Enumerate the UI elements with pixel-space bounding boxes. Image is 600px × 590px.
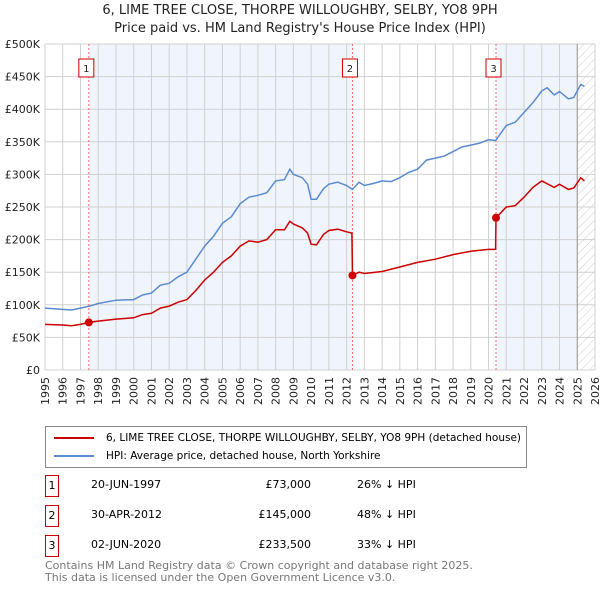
legend-label: 6, LIME TREE CLOSE, THORPE WILLOUGHBY, S… (106, 432, 522, 444)
x-tick-label: 2016 (412, 377, 425, 405)
y-tick-label: £50K (12, 331, 41, 344)
y-tick-label: £250K (5, 201, 41, 214)
sale-date: 20-JUN-1997 (91, 478, 162, 491)
y-tick-label: £400K (5, 103, 41, 116)
sale-hpi-diff: 33% ↓ HPI (357, 538, 416, 551)
x-tick-label: 2001 (145, 377, 158, 405)
chart-title: 6, LIME TREE CLOSE, THORPE WILLOUGHBY, S… (102, 3, 498, 18)
legend: 6, LIME TREE CLOSE, THORPE WILLOUGHBY, S… (45, 426, 527, 468)
x-tick-label: 2009 (287, 377, 300, 405)
sale-price: £145,000 (258, 508, 312, 521)
sale-price: £73,000 (265, 478, 312, 491)
y-tick-label: £200K (5, 234, 41, 247)
x-tick-label: 2024 (554, 377, 567, 405)
x-tick-label: 2008 (270, 377, 283, 405)
x-tick-label: 2017 (429, 377, 442, 405)
y-tick-label: £150K (5, 266, 41, 279)
sale-marker-box (341, 58, 358, 78)
x-tick-label: 2000 (128, 377, 141, 405)
x-tick-label: 2006 (234, 377, 247, 405)
sale-number-badge: 1 (45, 475, 59, 497)
x-tick-label: 2003 (181, 377, 194, 405)
legend-item-property: 6, LIME TREE CLOSE, THORPE WILLOUGHBY, S… (54, 430, 521, 446)
sale-row: 1 20-JUN-1997 £73,000 26% ↓ HPI (45, 475, 545, 497)
sale-marker-label: 1 (83, 64, 89, 75)
sale-point (84, 318, 93, 327)
sale-marker-box (78, 58, 95, 78)
sale-row: 2 30-APR-2012 £145,000 48% ↓ HPI (45, 505, 545, 527)
legend-swatch-red (54, 437, 94, 439)
sale-point (492, 213, 500, 222)
x-tick-label: 2020 (483, 377, 496, 405)
x-tick-label: 2007 (252, 377, 265, 405)
x-tick-label: 1997 (74, 377, 87, 405)
x-tick-label: 2026 (589, 377, 600, 405)
legend-label: HPI: Average price, detached house, Nort… (106, 450, 381, 462)
x-tick-label: 2013 (358, 377, 371, 405)
x-tick-label: 2021 (500, 377, 513, 405)
x-tick-label: 2012 (341, 377, 354, 405)
legend-item-hpi: HPI: Average price, detached house, Nort… (54, 448, 381, 464)
x-tick-label: 1998 (92, 377, 105, 405)
chart-subtitle: Price paid vs. HM Land Registry's House … (114, 21, 486, 36)
sale-marker-label: 3 (490, 64, 496, 75)
y-tick-label: £450K (5, 71, 41, 84)
sale-row: 3 02-JUN-2020 £233,500 33% ↓ HPI (45, 535, 545, 557)
x-tick-label: 2011 (323, 377, 336, 405)
x-tick-label: 2014 (376, 377, 389, 405)
line-chart: 1995 1996 1997 1998 1999 2000 2001 2002 2003 2004… (5, 38, 600, 405)
footer-copyright: Contains HM Land Registry data © Crown c… (45, 559, 473, 572)
x-tick-label: 2018 (447, 377, 460, 405)
y-tick-label: £100K (5, 299, 41, 312)
sale-price: £233,500 (258, 538, 312, 551)
series-line (44, 83, 585, 311)
x-tick-label: 2010 (305, 377, 318, 405)
x-tick-label: 2002 (163, 377, 176, 405)
x-tick-label: 2005 (216, 377, 229, 405)
x-tick-label: 2025 (571, 377, 584, 405)
footer-licence: This data is licensed under the Open Gov… (45, 571, 396, 584)
sale-marker-label: 2 (347, 64, 353, 75)
x-tick-label: 1996 (57, 377, 70, 405)
y-tick-label: £500K (5, 38, 41, 51)
sale-point (348, 271, 357, 280)
sale-date: 30-APR-2012 (91, 508, 163, 521)
sale-hpi-diff: 48% ↓ HPI (357, 508, 416, 521)
x-tick-label: 2023 (536, 377, 549, 405)
x-tick-label: 1999 (110, 377, 123, 405)
sale-number-badge: 3 (45, 535, 59, 557)
x-tick-label: 2015 (394, 377, 407, 405)
sale-hpi-diff: 26% ↓ HPI (357, 478, 416, 491)
y-tick-label: £350K (5, 136, 41, 149)
y-tick-label: £0 (26, 364, 40, 377)
x-tick-label: 2022 (518, 377, 531, 405)
sale-date: 02-JUN-2020 (91, 538, 162, 551)
x-tick-label: 2019 (465, 377, 478, 405)
x-tick-label: 2004 (199, 377, 212, 405)
sale-marker-box (485, 58, 502, 78)
series-line (44, 176, 585, 327)
sale-number-badge: 2 (45, 505, 59, 527)
x-tick-label: 1995 (39, 377, 52, 405)
y-tick-label: £300K (5, 168, 41, 181)
legend-swatch-blue (54, 455, 94, 457)
